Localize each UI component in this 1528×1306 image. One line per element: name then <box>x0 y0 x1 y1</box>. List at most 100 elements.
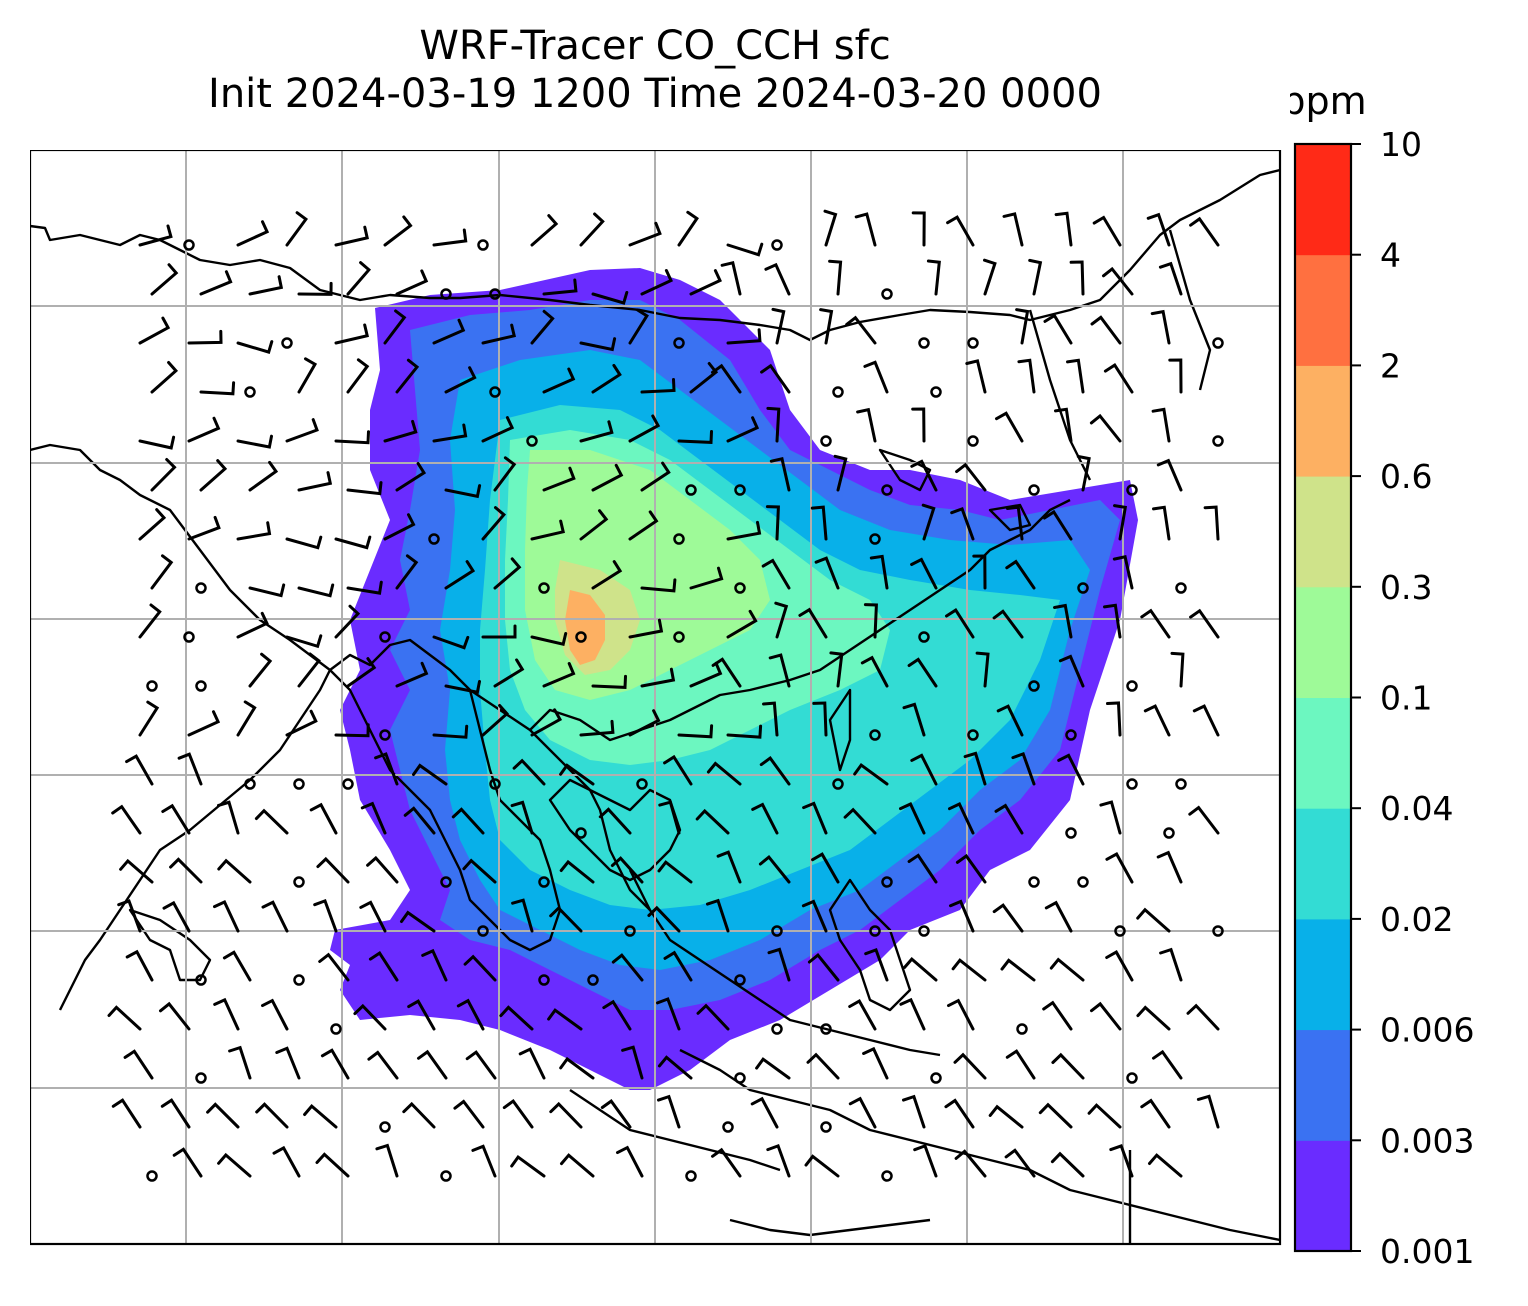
wind-barb <box>383 513 416 541</box>
calm-wind-circle <box>293 876 305 888</box>
wind-barb <box>1002 212 1024 247</box>
wind-barb <box>591 674 627 689</box>
wind-barb <box>453 1099 485 1129</box>
calm-wind-circle <box>195 1072 207 1084</box>
wind-barb <box>1069 260 1085 296</box>
wind-barb <box>248 460 279 492</box>
wind-barb <box>412 763 448 786</box>
wind-barb <box>628 308 649 345</box>
calm-wind-circle <box>1028 876 1040 888</box>
wind-barb <box>150 554 174 590</box>
wind-barb <box>1152 1049 1183 1080</box>
wind-barb <box>921 503 936 541</box>
wind-barb <box>761 558 791 590</box>
wind-barb <box>228 1045 252 1080</box>
wind-barb <box>383 215 413 247</box>
calm-wind-circle <box>918 337 930 349</box>
wind-barb <box>1112 555 1134 590</box>
wind-barb <box>530 309 555 345</box>
wind-barb <box>853 763 889 786</box>
wind-barb <box>530 519 566 541</box>
wind-barb <box>677 210 699 247</box>
wind-barb <box>1105 851 1134 884</box>
wind-barb <box>771 307 786 345</box>
wind-barb <box>766 1143 791 1178</box>
wind-barb <box>910 753 938 786</box>
wind-barb <box>804 1154 840 1178</box>
wind-barb <box>854 212 877 247</box>
wind-barb <box>360 801 387 835</box>
calm-wind-circle <box>832 778 844 790</box>
wind-barb <box>150 458 177 492</box>
calm-wind-circle <box>771 925 783 937</box>
wind-barb <box>400 910 436 933</box>
wind-barb <box>138 700 160 737</box>
wind-barb <box>955 853 987 884</box>
wind-barb <box>463 954 497 982</box>
wind-barb <box>502 1099 534 1129</box>
calm-wind-circle <box>734 1072 746 1084</box>
wind-barb <box>451 807 485 835</box>
wind-barb <box>1136 907 1171 933</box>
calm-wind-circle <box>342 778 354 790</box>
calm-wind-circle <box>146 680 158 692</box>
calm-wind-circle <box>477 239 489 251</box>
wind-barb <box>963 751 987 786</box>
wind-barb <box>161 803 191 835</box>
calm-wind-circle <box>1212 925 1224 937</box>
wind-barb <box>948 801 975 835</box>
wind-barb <box>658 800 681 835</box>
wind-barb <box>965 359 987 394</box>
wind-barb <box>187 416 221 443</box>
wind-barb <box>559 1056 595 1080</box>
wind-barb <box>138 603 162 639</box>
wind-barb <box>169 857 203 884</box>
wind-barb <box>1156 458 1183 492</box>
wind-barb <box>769 457 791 492</box>
wind-barb <box>1054 407 1073 443</box>
wind-barb <box>819 308 834 345</box>
title-line-2: Init 2024-03-19 1200 Time 2024-03-20 000… <box>208 71 1102 117</box>
wind-barb <box>845 315 877 345</box>
wind-barb <box>1140 1098 1171 1129</box>
wind-barb <box>1150 309 1171 345</box>
calm-wind-circle <box>1065 729 1077 741</box>
wind-barb <box>720 260 742 296</box>
calm-wind-circle <box>918 631 930 643</box>
wind-barb <box>975 651 990 688</box>
calm-wind-circle <box>428 533 440 545</box>
wind-barb <box>591 463 624 492</box>
wind-barb <box>992 903 1024 933</box>
wind-barb <box>138 316 171 345</box>
wind-barb <box>611 953 644 982</box>
calm-wind-circle <box>869 925 881 937</box>
colorbar-segment <box>1295 586 1351 698</box>
calm-wind-circle <box>440 288 452 300</box>
colorbar-ticks: 0.001 0.003 0.006 0.02 0.04 0.1 0.3 0.6 2 4 10 <box>1351 125 1474 1270</box>
wind-barb <box>248 652 273 688</box>
wind-barb <box>711 363 742 394</box>
calm-wind-circle <box>575 827 587 839</box>
wind-barb <box>481 704 510 737</box>
wind-barb <box>911 211 926 247</box>
colorbar-tick-label: 4 <box>1380 236 1401 275</box>
wind-barb <box>706 898 730 933</box>
wind-barb <box>640 378 676 394</box>
wind-barb <box>657 1094 681 1129</box>
wind-barb <box>395 462 427 492</box>
wind-barb <box>481 416 515 443</box>
wind-barb <box>579 337 617 352</box>
wind-barb <box>814 556 840 590</box>
wind-barb <box>334 430 370 445</box>
colorbar-unit-label: ppm <box>1290 80 1367 123</box>
calm-wind-circle <box>881 288 893 300</box>
calm-wind-circle <box>440 1170 452 1182</box>
wind-barb <box>1186 1003 1220 1031</box>
wind-barb <box>726 520 762 541</box>
wind-barb <box>549 905 583 933</box>
wind-barb <box>823 209 838 247</box>
wind-barb <box>297 471 333 492</box>
wind-barb <box>510 800 534 835</box>
calm-wind-circle <box>918 925 930 937</box>
wind-barb <box>945 608 975 639</box>
